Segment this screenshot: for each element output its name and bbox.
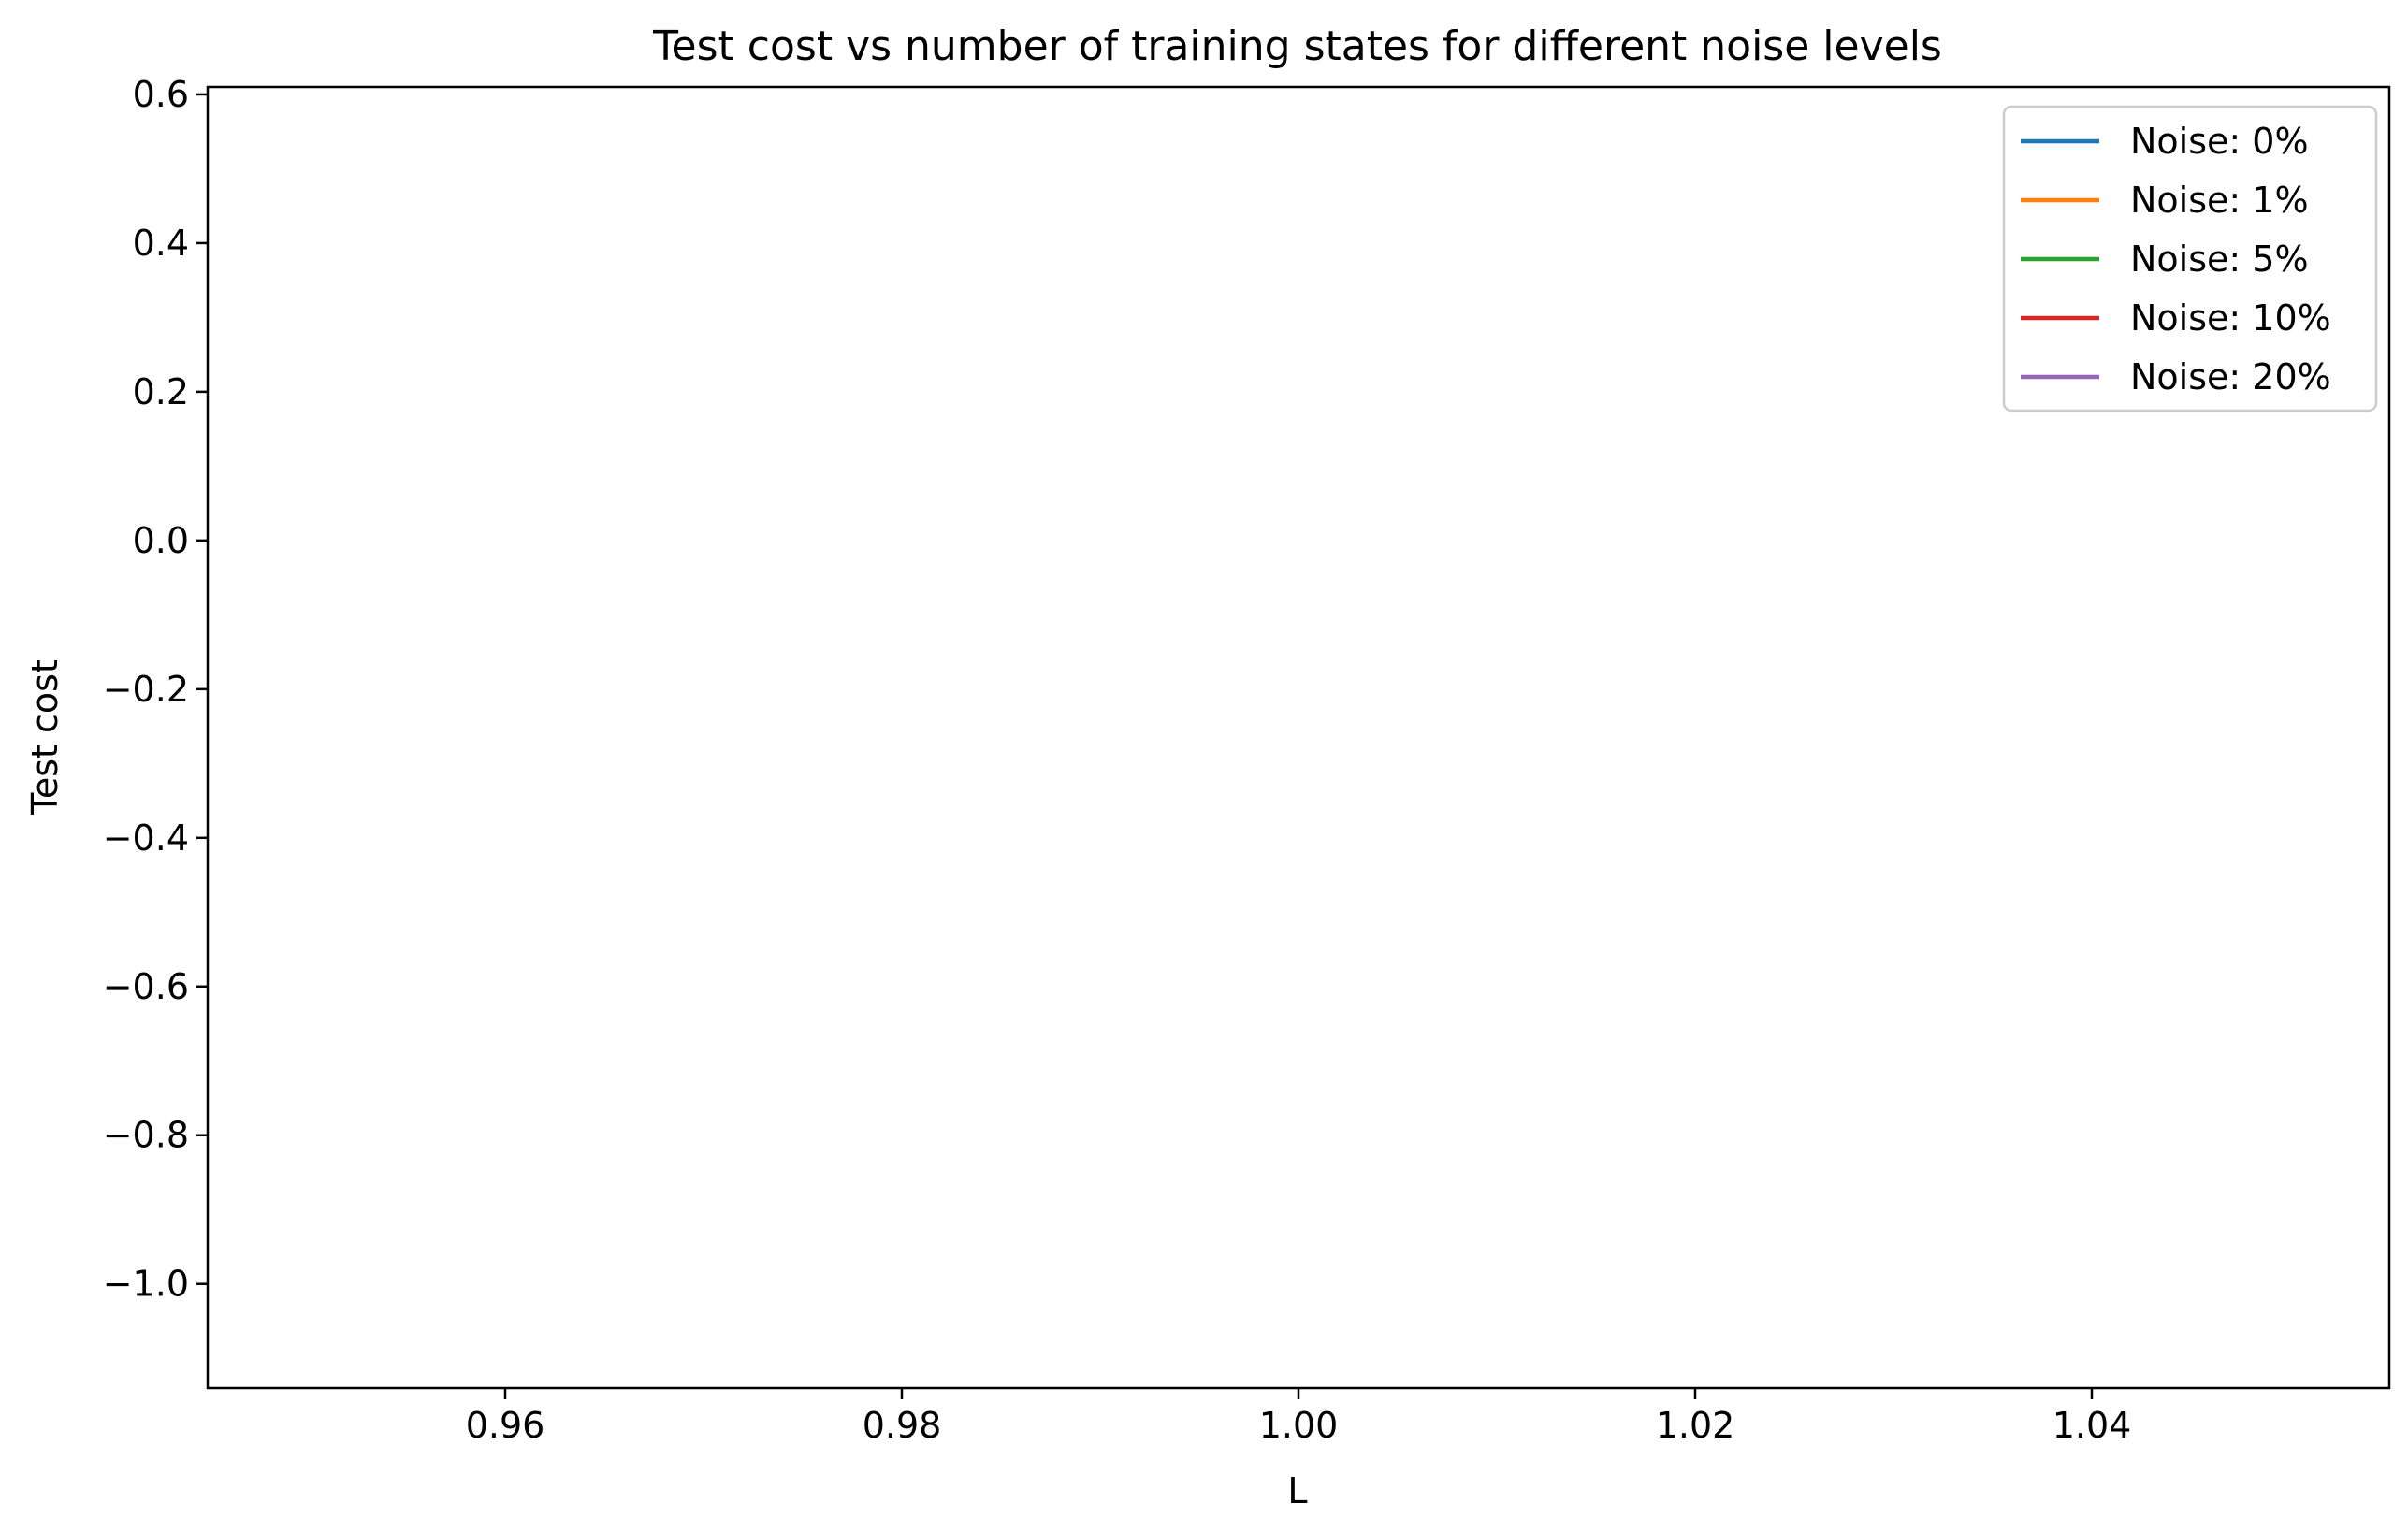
x-axis-label: L <box>1287 1470 1307 1511</box>
y-tick-label: 0.4 <box>133 223 189 264</box>
legend: Noise: 0% Noise: 1% Noise: 5% Noise: 10% Noi… <box>2002 105 2378 412</box>
legend-label: Noise: 1% <box>2130 180 2309 221</box>
x-tick-label: 1.00 <box>1259 1405 1339 1446</box>
y-tick-label: −1.0 <box>103 1264 189 1305</box>
legend-label: Noise: 5% <box>2130 238 2309 280</box>
legend-label: Noise: 10% <box>2130 297 2331 339</box>
chart-title: Test cost vs number of training states f… <box>652 22 1942 70</box>
y-tick-label: −0.6 <box>103 966 189 1007</box>
y-tick-label: −0.8 <box>103 1115 189 1156</box>
y-axis-label: Test cost <box>24 659 65 816</box>
x-tick-label: 0.96 <box>466 1405 545 1446</box>
legend-box <box>2002 105 2378 412</box>
x-tick-label: 1.04 <box>2053 1405 2132 1446</box>
y-tick-label: −0.2 <box>103 669 189 710</box>
legend-items: Noise: 0% Noise: 1% Noise: 5% Noise: 10% Noi… <box>2021 121 2331 397</box>
y-tick-label: 0.6 <box>133 74 189 115</box>
x-tick-label: 1.02 <box>1656 1405 1735 1446</box>
y-tick-label: −0.4 <box>103 817 189 859</box>
y-tick-label: 0.0 <box>133 520 189 561</box>
x-tick-label: 0.98 <box>863 1405 942 1446</box>
legend-label: Noise: 0% <box>2130 121 2309 162</box>
y-axis: 0.6 0.4 0.2 0.0 −0.2 −0.4 −0.6 −0.8 −1.0 <box>103 74 208 1305</box>
y-tick-label: 0.2 <box>133 371 189 412</box>
legend-label: Noise: 20% <box>2130 356 2331 397</box>
x-axis: 0.96 0.98 1.00 1.02 1.04 <box>466 1388 2132 1446</box>
